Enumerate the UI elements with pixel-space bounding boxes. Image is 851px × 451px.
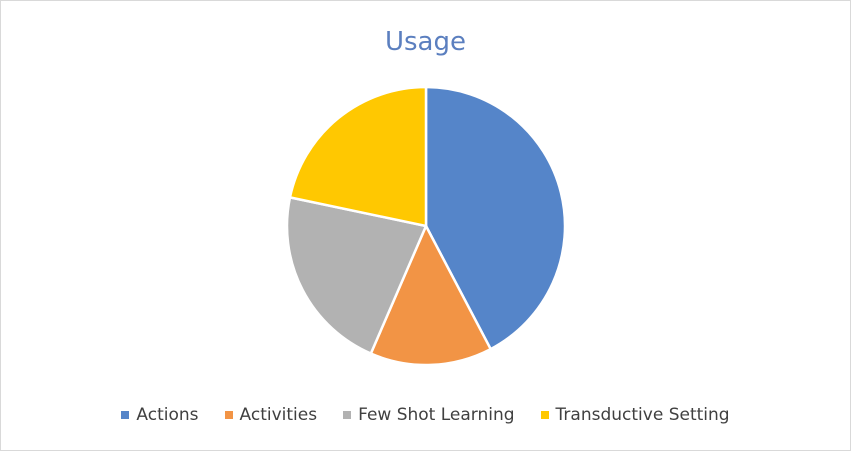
pie-slice-activities [369,224,492,367]
pie-slice-few-shot-learning [285,196,428,355]
legend-label: Transductive Setting [555,405,730,425]
pie-slice-transductive-setting [288,85,428,228]
legend-item-actions: Actions [121,405,199,425]
chart-title: Usage [384,27,466,57]
legend-label: Actions [136,405,199,425]
legend-item-transductive-setting: Transductive Setting [540,405,730,425]
legend-swatch [121,411,130,419]
legend-label: Activities [239,405,318,425]
legend-item-activities: Activities [224,405,318,425]
legend: Actions Activities Few Shot Learning Transd… [1,405,850,425]
legend-swatch [343,411,352,419]
pie-slice-actions [424,85,567,351]
legend-label: Few Shot Learning [358,405,515,425]
legend-item-few-shot-learning: Few Shot Learning [343,405,515,425]
legend-swatch [224,411,233,419]
legend-swatch [540,411,549,419]
